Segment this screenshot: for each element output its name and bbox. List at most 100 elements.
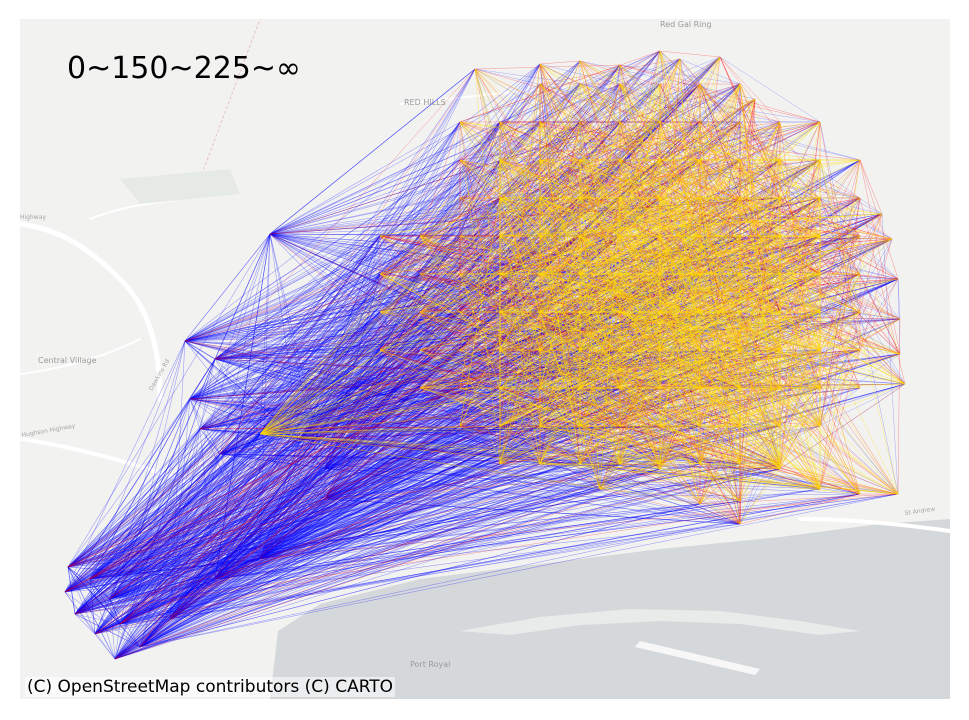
flow-line — [269, 68, 476, 235]
flow-line — [74, 235, 661, 615]
flow-line — [94, 159, 461, 635]
flow-line — [269, 159, 461, 235]
flow-line — [499, 425, 541, 465]
flow-line — [114, 463, 701, 660]
flow-line — [214, 197, 501, 360]
flow-line — [659, 235, 821, 470]
flow-line — [139, 387, 421, 648]
flow-line — [719, 56, 821, 123]
flow-line — [109, 463, 501, 600]
flow-line — [139, 463, 581, 648]
flow-line — [459, 56, 721, 161]
flow-line — [619, 463, 781, 470]
flow-line — [169, 56, 721, 620]
flow-line — [94, 121, 501, 635]
flow-line — [89, 235, 381, 580]
flow-line — [139, 618, 171, 648]
flow-line — [64, 159, 821, 593]
flow-line — [739, 273, 861, 495]
flow-line — [114, 358, 216, 660]
flow-line — [659, 50, 906, 385]
flow-line — [214, 121, 461, 580]
flow-line — [459, 349, 501, 465]
flow-line — [67, 566, 76, 615]
flow-line — [269, 233, 701, 427]
flow-line — [89, 197, 581, 580]
flow-line — [89, 425, 541, 580]
flow-line — [199, 235, 421, 430]
flow-line — [89, 433, 261, 580]
flow-line — [539, 58, 681, 313]
flow-line — [819, 197, 901, 355]
flow-line — [199, 428, 741, 525]
flow-line — [214, 358, 621, 465]
flow-line — [474, 68, 541, 351]
flow-line — [539, 63, 741, 313]
flow-line — [539, 63, 821, 199]
flow-line — [89, 425, 741, 580]
road-highway-west — [20, 221, 163, 402]
flow-line — [64, 453, 221, 593]
flow-line — [219, 453, 326, 470]
flow-line — [199, 428, 741, 502]
flow-line — [259, 349, 501, 560]
flow-line — [779, 121, 821, 161]
flow-line — [169, 468, 781, 620]
flow-line — [89, 468, 661, 580]
flow-line — [114, 425, 541, 660]
flow-line — [74, 488, 821, 615]
flow-line — [64, 311, 541, 593]
label-road-east: St Andrew — [904, 506, 935, 517]
flow-line — [94, 493, 861, 635]
flow-line — [139, 311, 421, 648]
flow-line — [139, 83, 701, 648]
flow-line — [189, 58, 681, 400]
flow-line — [324, 273, 461, 500]
road-local-2 — [20, 338, 141, 375]
flow-line — [214, 58, 681, 360]
flow-line — [259, 425, 581, 560]
flow-line — [64, 425, 461, 593]
flow-line — [184, 233, 271, 342]
flow-line — [74, 273, 501, 615]
flow-line — [119, 425, 541, 625]
flow-line — [259, 63, 541, 435]
flow-line — [119, 468, 661, 625]
flow-line — [94, 121, 461, 635]
flow-line — [64, 558, 261, 593]
flow-line — [499, 425, 581, 465]
flow-line — [539, 273, 901, 355]
flow-line — [114, 468, 326, 660]
flow-line — [74, 598, 111, 615]
road-local-3 — [399, 88, 541, 105]
flow-line — [779, 235, 893, 240]
flow-line — [189, 398, 221, 455]
flow-line — [199, 358, 216, 430]
flow-line — [199, 428, 741, 465]
flow-line — [539, 213, 883, 237]
label-port-royal: Port Royal — [410, 660, 450, 669]
flow-line — [169, 197, 501, 620]
flow-line — [214, 488, 821, 580]
flow-line — [169, 558, 261, 620]
flow-line — [67, 349, 541, 568]
flow-line — [89, 398, 191, 580]
flow-line — [89, 197, 501, 580]
flow-line — [214, 493, 899, 580]
flow-line — [67, 60, 581, 568]
flow-line — [259, 468, 781, 560]
flow-line — [189, 387, 501, 400]
flow-line — [214, 349, 461, 360]
flow-line — [189, 398, 326, 500]
flow-line — [64, 311, 421, 593]
flow-line — [659, 50, 721, 58]
flow-line — [139, 273, 701, 648]
flow-line — [89, 578, 121, 625]
flow-line — [259, 60, 581, 435]
flow-line — [169, 463, 781, 620]
flow-line — [89, 235, 621, 580]
flow-line — [184, 159, 461, 342]
flow-line — [619, 311, 906, 385]
flow-line — [89, 500, 741, 580]
flow-line — [114, 349, 381, 660]
